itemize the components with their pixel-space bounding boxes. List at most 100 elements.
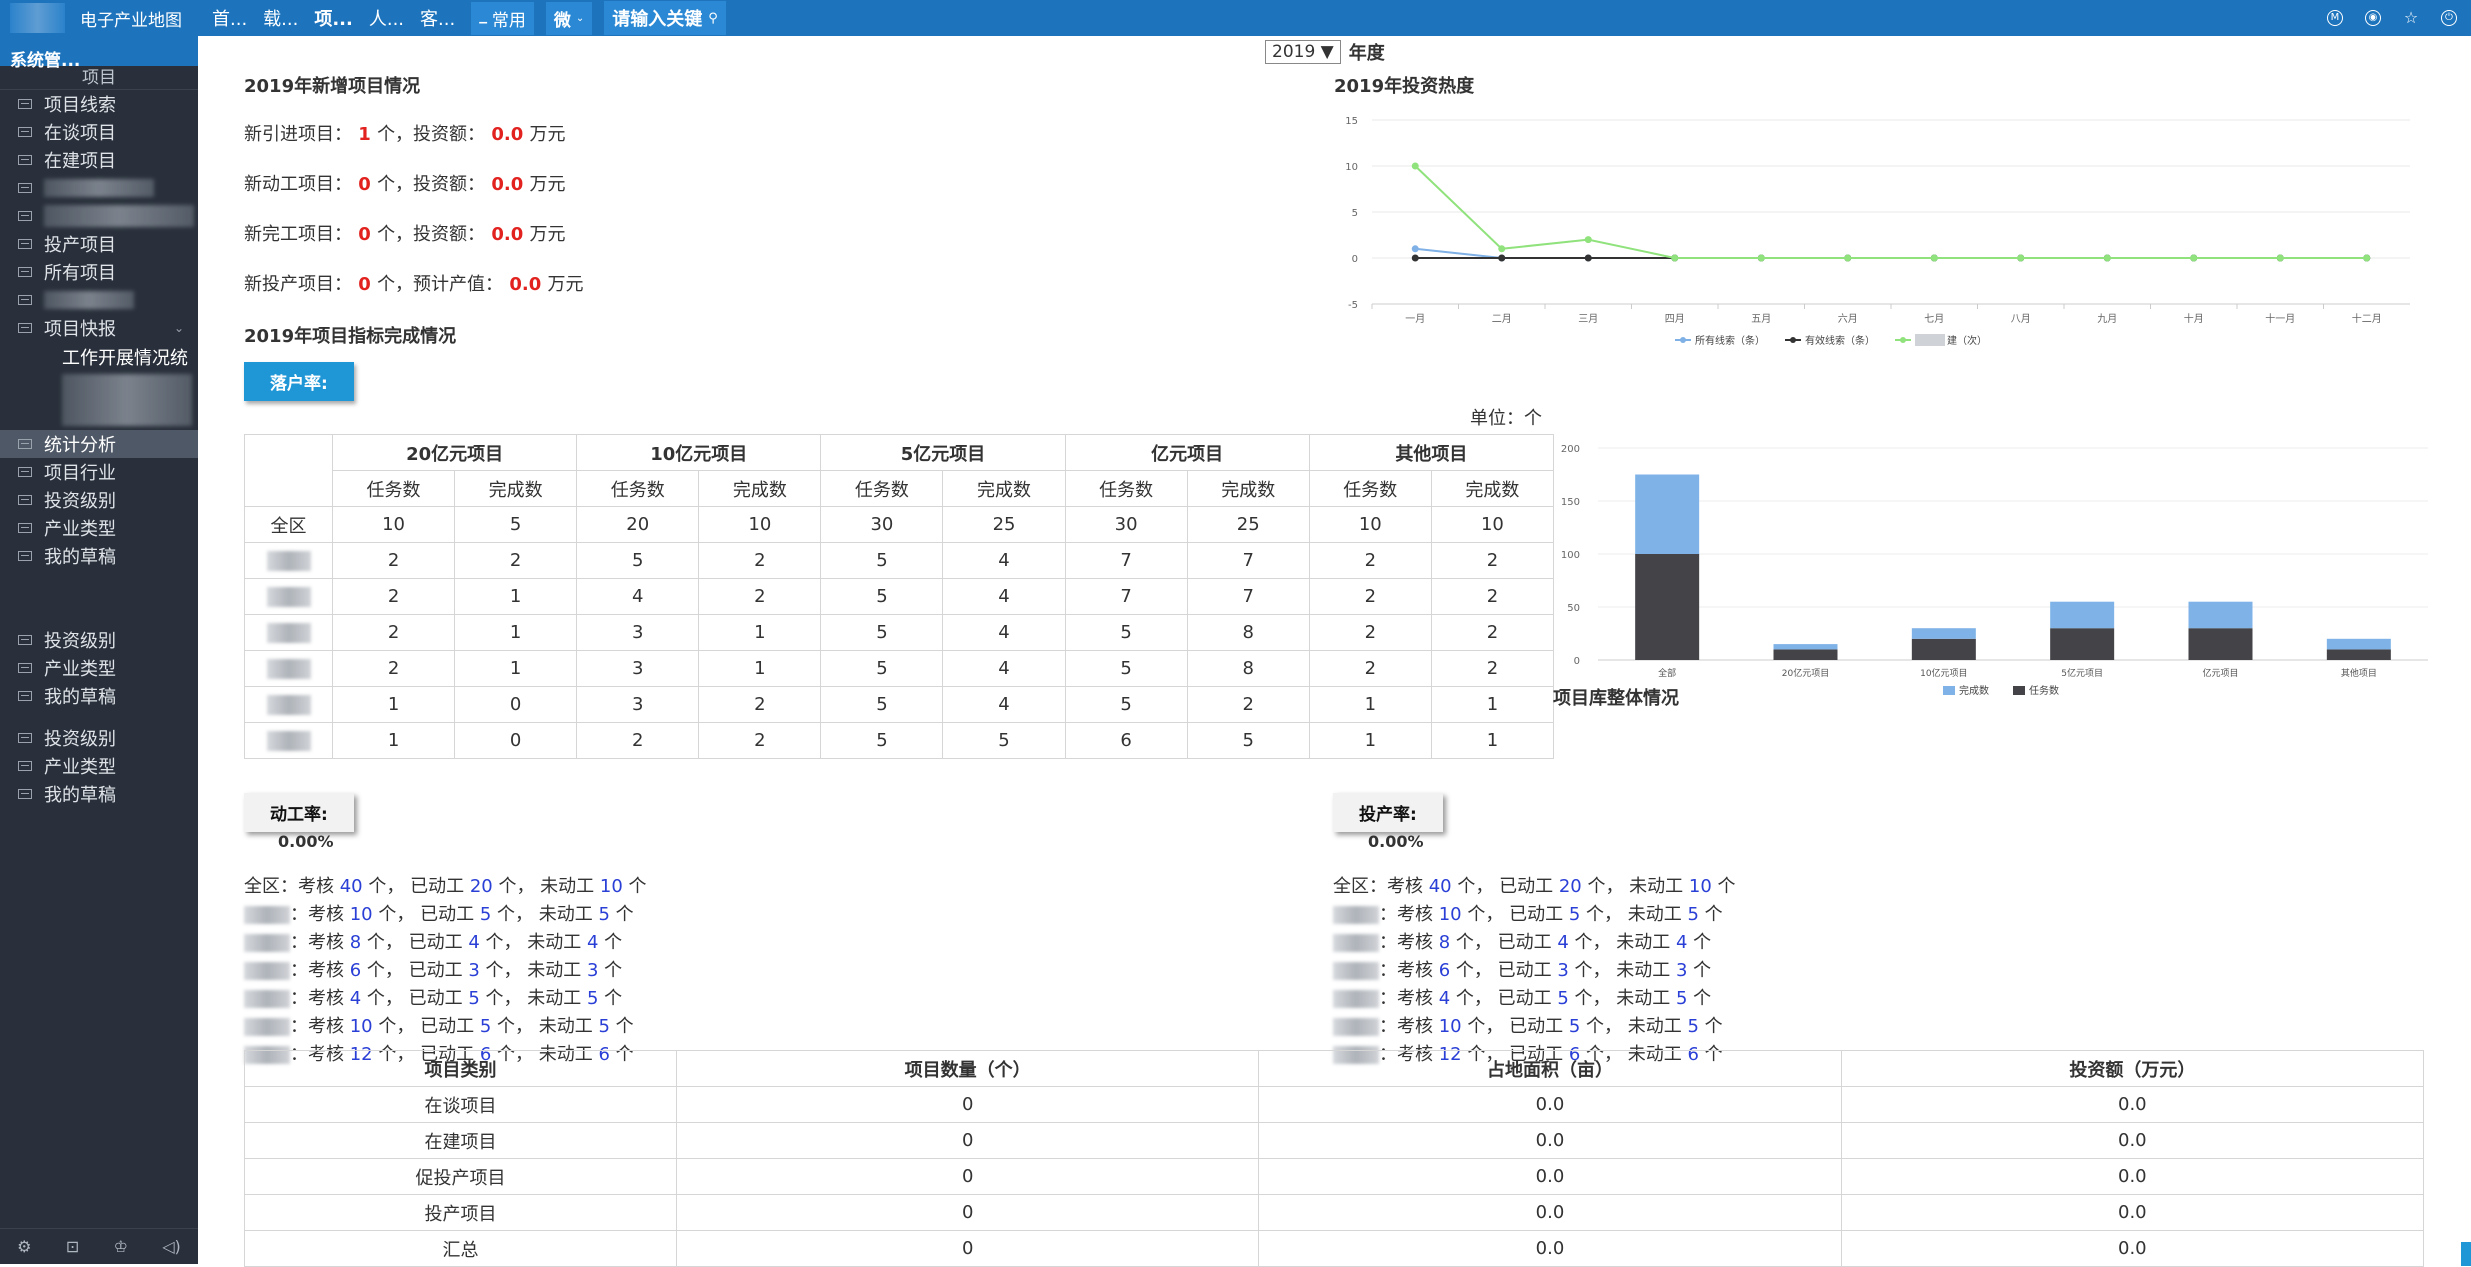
list-icon bbox=[18, 295, 32, 305]
sidebar-item-industry[interactable]: 项目行业 bbox=[0, 458, 198, 486]
y-tick-label: 150 bbox=[1561, 497, 1580, 508]
lock-icon[interactable]: ⊡ bbox=[65, 1237, 80, 1256]
table-header-row: 20亿元项目 10亿元项目 5亿元项目 亿元项目 其他项目 bbox=[244, 434, 1555, 507]
legend-label[interactable]: 任务数 bbox=[2029, 684, 2059, 697]
sidebar-item-drafts-2[interactable]: 我的草稿 bbox=[0, 682, 198, 710]
rate-row: ：考核 10 个， 已动工 5 个， 未动工 5 个 bbox=[1333, 1012, 1723, 1038]
table-cell: 2 bbox=[331, 614, 456, 651]
sidebar-item-redacted-1[interactable] bbox=[0, 174, 198, 202]
legend-marker bbox=[1900, 337, 1906, 343]
list-icon bbox=[18, 523, 32, 533]
dg-count: 5 bbox=[468, 988, 480, 1009]
table-cell: 30 bbox=[820, 506, 944, 543]
scrollbar-thumb[interactable] bbox=[2461, 1242, 2471, 1266]
sidebar-item-production[interactable]: 投产项目 bbox=[0, 230, 198, 258]
brand-title[interactable]: 电子产业地图 bbox=[80, 10, 182, 31]
nav-item-projects[interactable]: 项... bbox=[314, 9, 353, 30]
legend-label[interactable]: 所有线索（条） bbox=[1695, 334, 1765, 347]
x-tick-label: 四月 bbox=[1665, 313, 1685, 325]
redacted-name bbox=[244, 906, 290, 924]
sidebar-item-industry-type-2[interactable]: 产业类型 bbox=[0, 654, 198, 682]
legend-label[interactable]: 完成数 bbox=[1959, 684, 1989, 697]
legend-swatch bbox=[2013, 686, 2025, 695]
nav-item-people[interactable]: 人... bbox=[368, 9, 405, 30]
x-tick-label: 其他项目 bbox=[2341, 667, 2377, 679]
table-cell: 1 bbox=[1430, 686, 1555, 723]
sidebar-item-industry-type-3[interactable]: 产业类型 bbox=[0, 752, 198, 780]
wei-menu[interactable]: 微 ⌄ bbox=[545, 1, 593, 35]
nav-item-download[interactable]: 载... bbox=[263, 9, 299, 30]
new-project-row: 新投产项目： 0 个，预计产值： 0.0 万元 bbox=[244, 270, 583, 296]
table-cell: 2 bbox=[1308, 614, 1432, 651]
shirt-icon[interactable]: ♔ bbox=[113, 1237, 128, 1256]
row-name bbox=[244, 542, 333, 579]
ge-end: 个 bbox=[1687, 932, 1712, 953]
sidebar-item-drafts[interactable]: 我的草稿 bbox=[0, 542, 198, 570]
sidebar-item-redacted-2[interactable] bbox=[0, 202, 198, 230]
settings-icon[interactable]: ⚙ bbox=[17, 1237, 32, 1256]
redacted-name bbox=[266, 658, 311, 679]
message-icon[interactable]: M bbox=[2327, 10, 2343, 26]
kaohe-count: 40 bbox=[1428, 876, 1452, 897]
sidebar-item-redacted-3[interactable] bbox=[0, 286, 198, 314]
power-icon[interactable]: ⏻ bbox=[2441, 10, 2457, 26]
kaohe-count: 10 bbox=[1438, 1016, 1462, 1037]
list-icon bbox=[18, 733, 32, 743]
wdg-count: 10 bbox=[599, 876, 623, 897]
ge-label: 个， 已动工 bbox=[1461, 1016, 1569, 1037]
table-cell: 1 bbox=[454, 650, 578, 687]
row-count: 1 bbox=[352, 124, 378, 145]
dg-count: 4 bbox=[468, 932, 480, 953]
chevron-down-icon: ⌄ bbox=[575, 12, 585, 24]
wei-label: 微 bbox=[553, 10, 571, 31]
dongong-rate-value: 0.00% bbox=[278, 832, 334, 851]
legend-label[interactable]: 建（次） bbox=[1947, 334, 1987, 347]
table-cell: 2 bbox=[576, 722, 700, 759]
sidebar-item-label: 项目线索 bbox=[44, 95, 116, 116]
search-input[interactable]: 请输入关键 ⚲ bbox=[604, 1, 726, 35]
nav-item-home[interactable]: 首... bbox=[212, 9, 248, 30]
row-amount: 0.0 bbox=[485, 124, 530, 145]
speaker-icon[interactable]: ◁) bbox=[162, 1237, 181, 1256]
rate-row-label: 全区： bbox=[1333, 876, 1387, 897]
eye-icon[interactable]: ◉ bbox=[2365, 10, 2381, 26]
table-cell: 5 bbox=[820, 578, 944, 615]
sidebar-item-invest-level-2[interactable]: 投资级别 bbox=[0, 626, 198, 654]
table-cell: 2 bbox=[1430, 542, 1555, 579]
table-cell: 2 bbox=[1308, 542, 1432, 579]
redacted-name bbox=[266, 694, 311, 715]
year-select[interactable]: 2019 ▼ bbox=[1265, 40, 1341, 64]
legend-label[interactable]: 有效线索（条） bbox=[1805, 334, 1875, 347]
colon: ： bbox=[1379, 1016, 1397, 1037]
summary-cell: 0 bbox=[675, 1086, 1260, 1123]
bar-task bbox=[1773, 649, 1838, 660]
row-amount: 0.0 bbox=[503, 274, 548, 295]
table-cell: 2 bbox=[331, 650, 456, 687]
sidebar-subitem-work[interactable]: 工作开展情况统 bbox=[62, 348, 188, 369]
sidebar-item-building[interactable]: 在建项目 bbox=[0, 146, 198, 174]
sidebar-item-all[interactable]: 所有项目 bbox=[0, 258, 198, 286]
sidebar-item-kuaibao[interactable]: 项目快报 ⌄ bbox=[0, 314, 198, 342]
frequent-menu[interactable]: ▁ 常用 bbox=[471, 1, 534, 35]
summary-cell: 在谈项目 bbox=[244, 1086, 677, 1123]
table-cell: 2 bbox=[698, 722, 822, 759]
sidebar-item-leads[interactable]: 项目线索 bbox=[0, 90, 198, 118]
search-icon[interactable]: ⚲ bbox=[708, 10, 718, 26]
sidebar-item-drafts-3[interactable]: 我的草稿 bbox=[0, 780, 198, 808]
sidebar-item-invest-level[interactable]: 投资级别 bbox=[0, 486, 198, 514]
nav-item-customers[interactable]: 客... bbox=[420, 9, 456, 30]
star-icon[interactable]: ☆ bbox=[2403, 8, 2419, 27]
sidebar-item-industry-type[interactable]: 产业类型 bbox=[0, 514, 198, 542]
redacted-label bbox=[44, 291, 134, 309]
ge-label: 个， 已动工 bbox=[362, 876, 470, 897]
ge-label: 个， 未动工 bbox=[491, 1016, 599, 1037]
rate-row: ：考核 4 个， 已动工 5 个， 未动工 5 个 bbox=[1333, 984, 1711, 1010]
row-label: 新引进项目： bbox=[244, 124, 352, 145]
sidebar-item-negotiating[interactable]: 在谈项目 bbox=[0, 118, 198, 146]
row-name bbox=[244, 722, 333, 759]
sidebar-item-invest-level-3[interactable]: 投资级别 bbox=[0, 724, 198, 752]
sidebar-system-title[interactable]: 系统管... bbox=[0, 36, 198, 71]
sidebar-item-statistics[interactable]: 统计分析 bbox=[0, 430, 198, 458]
table-cell: 7 bbox=[1186, 542, 1310, 579]
